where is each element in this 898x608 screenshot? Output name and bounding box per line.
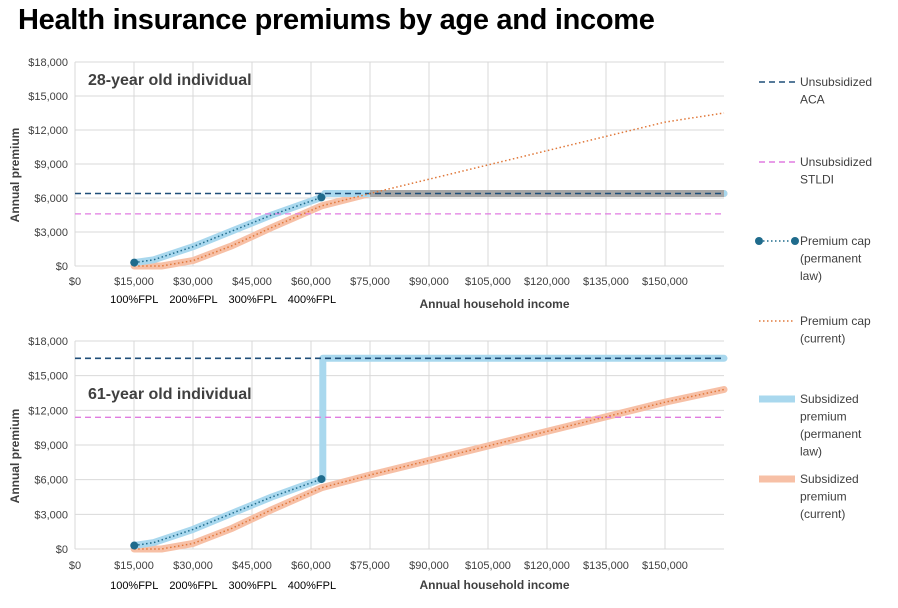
- series-premium-cap-current: [134, 388, 725, 550]
- legend-label: Unsubsidized: [800, 155, 872, 169]
- x-tick-label: $120,000: [524, 276, 570, 288]
- legend-item-sub_curr: Subsidized premium (current): [759, 472, 859, 521]
- panel-label: 28-year old individual: [88, 72, 252, 89]
- y-tick-label: $18,000: [28, 336, 68, 348]
- y-tick-label: $6,000: [34, 193, 68, 205]
- fpl-label: 200%FPL: [169, 580, 217, 592]
- chart-title: Health insurance premiums by age and inc…: [18, 4, 655, 36]
- legend-label: (permanent: [800, 427, 862, 441]
- y-tick-label: $15,000: [28, 91, 68, 103]
- x-tick-label: $75,000: [350, 276, 390, 288]
- fpl-label: 400%FPL: [288, 580, 336, 592]
- fpl-label: 300%FPL: [229, 580, 277, 592]
- x-tick-label: $60,000: [291, 276, 331, 288]
- y-tick-label: $0: [56, 261, 68, 273]
- x-axis-title: Annual household income: [419, 578, 569, 592]
- y-tick-label: $0: [56, 544, 68, 556]
- legend-label: ACA: [800, 93, 825, 107]
- legend-label: Subsidized: [800, 392, 859, 406]
- series-premium-cap-current: [134, 112, 725, 267]
- x-tick-label: $135,000: [583, 560, 629, 572]
- x-tick-label: $150,000: [642, 560, 688, 572]
- chart-panel-2: $0 $3,000 $6,000 $9,000 $12,000 $15,000 $18,00…: [8, 336, 728, 592]
- fpl-label: 100%FPL: [110, 580, 158, 592]
- legend-label: premium: [800, 490, 847, 504]
- x-tick-label: $45,000: [232, 560, 272, 572]
- y-tick-label: $12,000: [28, 405, 68, 417]
- premium-cap-marker: [130, 258, 139, 267]
- y-tick-label: $6,000: [34, 475, 68, 487]
- legend-item-sub_perm: Subsidized premium (permanent law): [759, 392, 862, 459]
- legend-label: (permanent: [800, 252, 862, 266]
- series-subsidized-permanent: [130, 354, 728, 549]
- x-axis-title: Annual household income: [419, 297, 569, 311]
- x-tick-label: $15,000: [114, 276, 154, 288]
- fpl-label: 100%FPL: [110, 294, 158, 306]
- x-tick-label: $90,000: [409, 560, 449, 572]
- legend-label: (current): [800, 332, 845, 346]
- series-premium-cap-permanent: [134, 196, 322, 264]
- fpl-label: 300%FPL: [229, 294, 277, 306]
- x-tick-label: $0: [69, 276, 81, 288]
- legend: Unsubsidized ACA Unsubsidized STLDI Premium …: [755, 75, 872, 521]
- y-tick-label: $15,000: [28, 371, 68, 383]
- x-tick-label: $0: [69, 560, 81, 572]
- y-axis-title: Annual premium: [8, 128, 22, 223]
- x-tick-label: $15,000: [114, 560, 154, 572]
- legend-label: Premium cap: [800, 234, 871, 248]
- x-tick-label: $150,000: [642, 276, 688, 288]
- legend-item-cap_perm: Premium cap (permanent law): [755, 234, 871, 283]
- y-tick-label: $3,000: [34, 227, 68, 239]
- legend-label: Premium cap: [800, 314, 871, 328]
- x-tick-label: $105,000: [465, 560, 511, 572]
- legend-label: (current): [800, 507, 845, 521]
- legend-marker: [791, 237, 799, 245]
- premium-cap-marker: [317, 475, 326, 484]
- y-axis-title: Annual premium: [8, 409, 22, 504]
- y-tick-label: $9,000: [34, 159, 68, 171]
- chart-panel-1: $0 $3,000 $6,000 $9,000 $12,000 $15,000 $18,00…: [8, 57, 728, 311]
- y-tick-label: $9,000: [34, 440, 68, 452]
- premium-cap-marker: [317, 193, 326, 202]
- fpl-label: 200%FPL: [169, 294, 217, 306]
- legend-item-aca: Unsubsidized ACA: [759, 75, 872, 107]
- premium-cap-marker: [130, 541, 139, 550]
- x-tick-label: $75,000: [350, 560, 390, 572]
- x-tick-label: $135,000: [583, 276, 629, 288]
- legend-marker: [755, 237, 763, 245]
- legend-label: STLDI: [800, 173, 834, 187]
- y-tick-label: $3,000: [34, 509, 68, 521]
- y-tick-label: $18,000: [28, 57, 68, 69]
- panel-label: 61-year old individual: [88, 386, 252, 403]
- legend-item-stldi: Unsubsidized STLDI: [759, 155, 872, 187]
- x-tick-label: $45,000: [232, 276, 272, 288]
- legend-label: law): [800, 269, 822, 283]
- x-tick-label: $120,000: [524, 560, 570, 572]
- x-tick-label: $30,000: [173, 560, 213, 572]
- x-tick-label: $105,000: [465, 276, 511, 288]
- legend-label: premium: [800, 410, 847, 424]
- x-tick-label: $30,000: [173, 276, 213, 288]
- x-tick-label: $90,000: [409, 276, 449, 288]
- y-tick-label: $12,000: [28, 125, 68, 137]
- legend-label: Unsubsidized: [800, 75, 872, 89]
- legend-label: Subsidized: [800, 472, 859, 486]
- fpl-label: 400%FPL: [288, 294, 336, 306]
- x-tick-label: $60,000: [291, 560, 331, 572]
- legend-item-cap_curr: Premium cap (current): [759, 314, 871, 346]
- legend-label: law): [800, 445, 822, 459]
- series-premium-cap-permanent: [134, 478, 322, 547]
